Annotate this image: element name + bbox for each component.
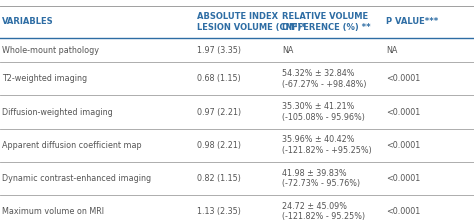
Text: Whole-mount pathology: Whole-mount pathology xyxy=(2,46,100,55)
Text: 35.96% ± 40.42%
(-121.82% - +95.25%): 35.96% ± 40.42% (-121.82% - +95.25%) xyxy=(282,136,372,155)
Text: VARIABLES: VARIABLES xyxy=(2,17,54,26)
Text: 0.98 (2.21): 0.98 (2.21) xyxy=(197,141,241,150)
Text: <0.0001: <0.0001 xyxy=(386,141,420,150)
Text: ABSOLUTE INDEX
LESION VOLUME (CM³)*: ABSOLUTE INDEX LESION VOLUME (CM³)* xyxy=(197,12,306,32)
Text: <0.0001: <0.0001 xyxy=(386,174,420,183)
Text: 1.13 (2.35): 1.13 (2.35) xyxy=(197,207,241,216)
Text: NA: NA xyxy=(386,46,398,55)
Text: 24.72 ± 45.09%
(-121.82% - 95.25%): 24.72 ± 45.09% (-121.82% - 95.25%) xyxy=(282,202,365,221)
Text: T2-weighted imaging: T2-weighted imaging xyxy=(2,74,88,83)
Text: 0.82 (1.15): 0.82 (1.15) xyxy=(197,174,241,183)
Text: Dynamic contrast-enhanced imaging: Dynamic contrast-enhanced imaging xyxy=(2,174,152,183)
Text: Maximum volume on MRI: Maximum volume on MRI xyxy=(2,207,104,216)
Text: 1.97 (3.35): 1.97 (3.35) xyxy=(197,46,241,55)
Text: Apparent diffusion coefficient map: Apparent diffusion coefficient map xyxy=(2,141,142,150)
Text: RELATIVE VOLUME
DIFFERENCE (%) **: RELATIVE VOLUME DIFFERENCE (%) ** xyxy=(282,12,371,32)
Text: 0.68 (1.15): 0.68 (1.15) xyxy=(197,74,240,83)
Text: Diffusion-weighted imaging: Diffusion-weighted imaging xyxy=(2,108,113,116)
Text: <0.0001: <0.0001 xyxy=(386,207,420,216)
Text: NA: NA xyxy=(282,46,293,55)
Text: 54.32% ± 32.84%
(-67.27% - +98.48%): 54.32% ± 32.84% (-67.27% - +98.48%) xyxy=(282,69,366,88)
Text: <0.0001: <0.0001 xyxy=(386,74,420,83)
Text: 35.30% ± 41.21%
(-105.08% - 95.96%): 35.30% ± 41.21% (-105.08% - 95.96%) xyxy=(282,102,365,122)
Text: 41.98 ± 39.83%
(-72.73% - 95.76%): 41.98 ± 39.83% (-72.73% - 95.76%) xyxy=(282,169,360,188)
Text: <0.0001: <0.0001 xyxy=(386,108,420,116)
Text: 0.97 (2.21): 0.97 (2.21) xyxy=(197,108,241,116)
Text: P VALUE***: P VALUE*** xyxy=(386,17,438,26)
